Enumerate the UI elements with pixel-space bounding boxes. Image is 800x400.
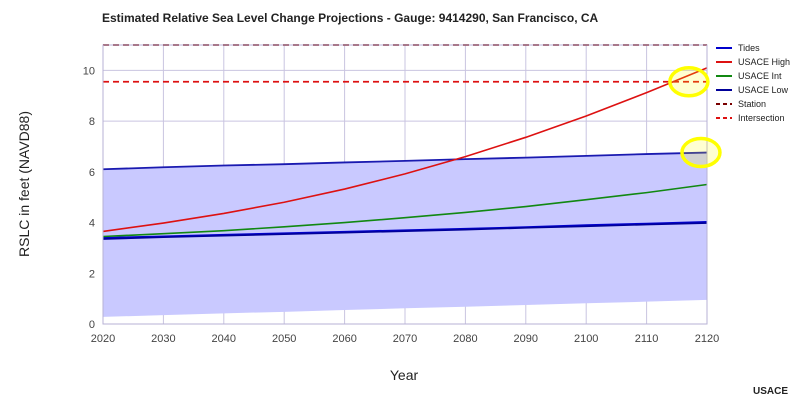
- y-tick-label: 4: [89, 218, 95, 230]
- highlight-circle: [680, 136, 722, 169]
- x-tick-label: 2120: [695, 333, 719, 345]
- legend-label[interactable]: USACE High: [738, 57, 790, 67]
- y-tick-label: 10: [83, 65, 95, 77]
- x-tick-label: 2070: [393, 333, 417, 345]
- axes: 2020 2030 2040 2050 2060 2070 2080 2090 2100 2110…: [83, 44, 719, 345]
- tides-band-upper: [102, 151, 708, 171]
- series-line-usace-high: [102, 67, 708, 233]
- series-line-tides: [102, 220, 708, 239]
- x-tick-label: 2050: [272, 333, 296, 345]
- chart-title: Estimated Relative Sea Level Change Proj…: [102, 11, 599, 25]
- legend-label[interactable]: USACE Low: [738, 85, 789, 95]
- legend-label[interactable]: Tides: [738, 43, 760, 53]
- x-tick-label: 2090: [514, 333, 538, 345]
- y-tick-label: 6: [89, 167, 95, 179]
- legend-label[interactable]: Station: [738, 99, 766, 109]
- x-tick-label: 2030: [151, 333, 175, 345]
- y-tick-label: 2: [89, 268, 95, 280]
- y-tick-label: 0: [89, 319, 95, 331]
- tides-band-area: [103, 152, 707, 317]
- series-line-usace-int: [102, 183, 708, 238]
- series-lines: [102, 44, 708, 240]
- x-tick-label: 2060: [332, 333, 356, 345]
- x-tick-label: 2020: [91, 333, 115, 345]
- legend-label[interactable]: Intersection: [738, 113, 785, 123]
- highlight-markers: [668, 66, 722, 169]
- highlight-circle: [668, 66, 710, 98]
- series-line-usace-low: [102, 222, 708, 240]
- x-axis-label: Year: [389, 367, 419, 383]
- x-tick-label: 2040: [212, 333, 236, 345]
- source-credit: USACE: [752, 386, 788, 397]
- legend-label[interactable]: USACE Int: [738, 71, 782, 81]
- tides-band: [102, 151, 708, 317]
- x-tick-label: 2080: [453, 333, 477, 345]
- legend[interactable]: Tides USACE High USACE Int USACE Low Station…: [716, 43, 790, 123]
- y-tick-label: 8: [89, 116, 95, 128]
- plot-frame: [102, 44, 708, 325]
- x-tick-label: 2100: [574, 333, 598, 345]
- x-tick-label: 2110: [635, 333, 659, 345]
